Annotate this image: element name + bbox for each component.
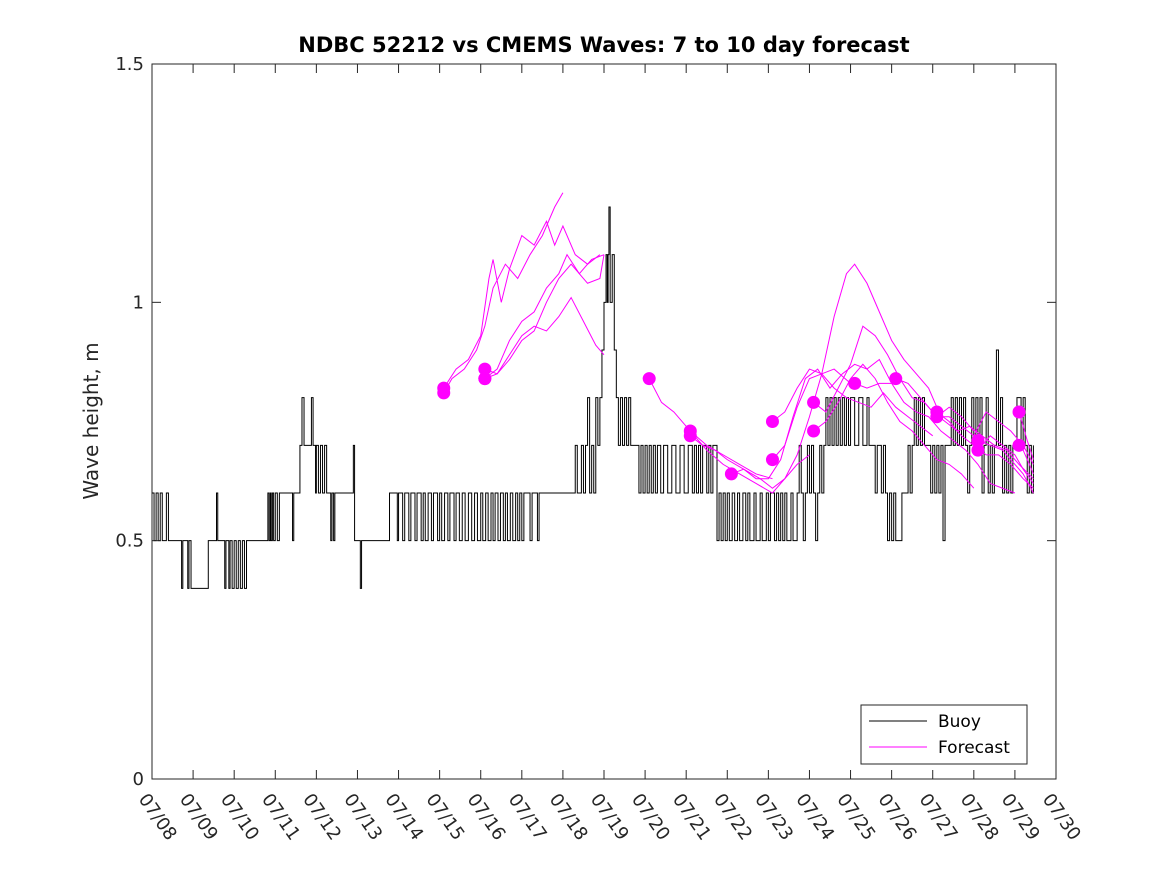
- forecast-start-marker: [971, 443, 985, 457]
- legend-box: [860, 704, 1028, 765]
- forecast-line: [772, 263, 938, 422]
- forecast-start-marker: [683, 424, 697, 438]
- forecast-start-marker: [930, 410, 944, 424]
- forecast-series: [437, 192, 1034, 494]
- forecast-line: [813, 363, 975, 489]
- legend-buoy-label: Buoy: [938, 712, 981, 732]
- forecast-start-marker: [848, 376, 862, 390]
- forecast-start-marker: [642, 372, 656, 386]
- forecast-line: [484, 254, 605, 380]
- forecast-start-marker: [1012, 405, 1026, 419]
- forecast-start-marker: [765, 453, 779, 467]
- forecast-start-marker: [437, 386, 451, 400]
- forecast-line: [895, 378, 1034, 480]
- y-tick-label: 1: [133, 292, 144, 313]
- forecast-line: [484, 253, 605, 379]
- forecast-line: [648, 378, 773, 480]
- forecast-line: [977, 440, 1034, 494]
- legend: Buoy Forecast: [860, 704, 1028, 765]
- forecast-line: [689, 368, 851, 494]
- forecast-line: [854, 382, 1016, 494]
- forecast-line: [936, 411, 1034, 489]
- forecast-start-marker: [478, 362, 492, 376]
- buoy-series: [152, 206, 1034, 589]
- axes-box: [151, 63, 1057, 780]
- legend-forecast-label: Forecast: [938, 738, 1010, 758]
- forecast-line: [443, 192, 564, 394]
- forecast-line: [1018, 411, 1034, 460]
- forecast-start-marker: [478, 372, 492, 386]
- y-axis-ticks: 0 0.5 1 1.5: [115, 54, 1056, 790]
- forecast-line: [689, 435, 810, 489]
- forecast-start-marker: [1012, 438, 1026, 452]
- forecast-line: [772, 373, 934, 460]
- forecast-start-marker: [724, 467, 738, 481]
- forecast-start-marker: [807, 395, 821, 409]
- forecast-line: [813, 325, 975, 432]
- y-tick-label: 0.5: [115, 531, 144, 552]
- forecast-line: [484, 296, 605, 375]
- forecast-start-marker: [889, 372, 903, 386]
- buoy-line: [152, 206, 1034, 589]
- forecast-start-marker: [971, 434, 985, 448]
- forecast-line: [977, 435, 1034, 484]
- forecast-start-marker: [765, 415, 779, 428]
- forecast-start-marker: [807, 424, 821, 438]
- forecast-line: [443, 220, 601, 389]
- y-tick-label: 1.5: [115, 54, 144, 75]
- y-tick-label: 0: [133, 769, 144, 790]
- chart-title: NDBC 52212 vs CMEMS Waves: 7 to 10 day f…: [298, 33, 909, 57]
- y-axis-label: Wave height, m: [79, 342, 103, 499]
- forecast-line: [731, 358, 893, 480]
